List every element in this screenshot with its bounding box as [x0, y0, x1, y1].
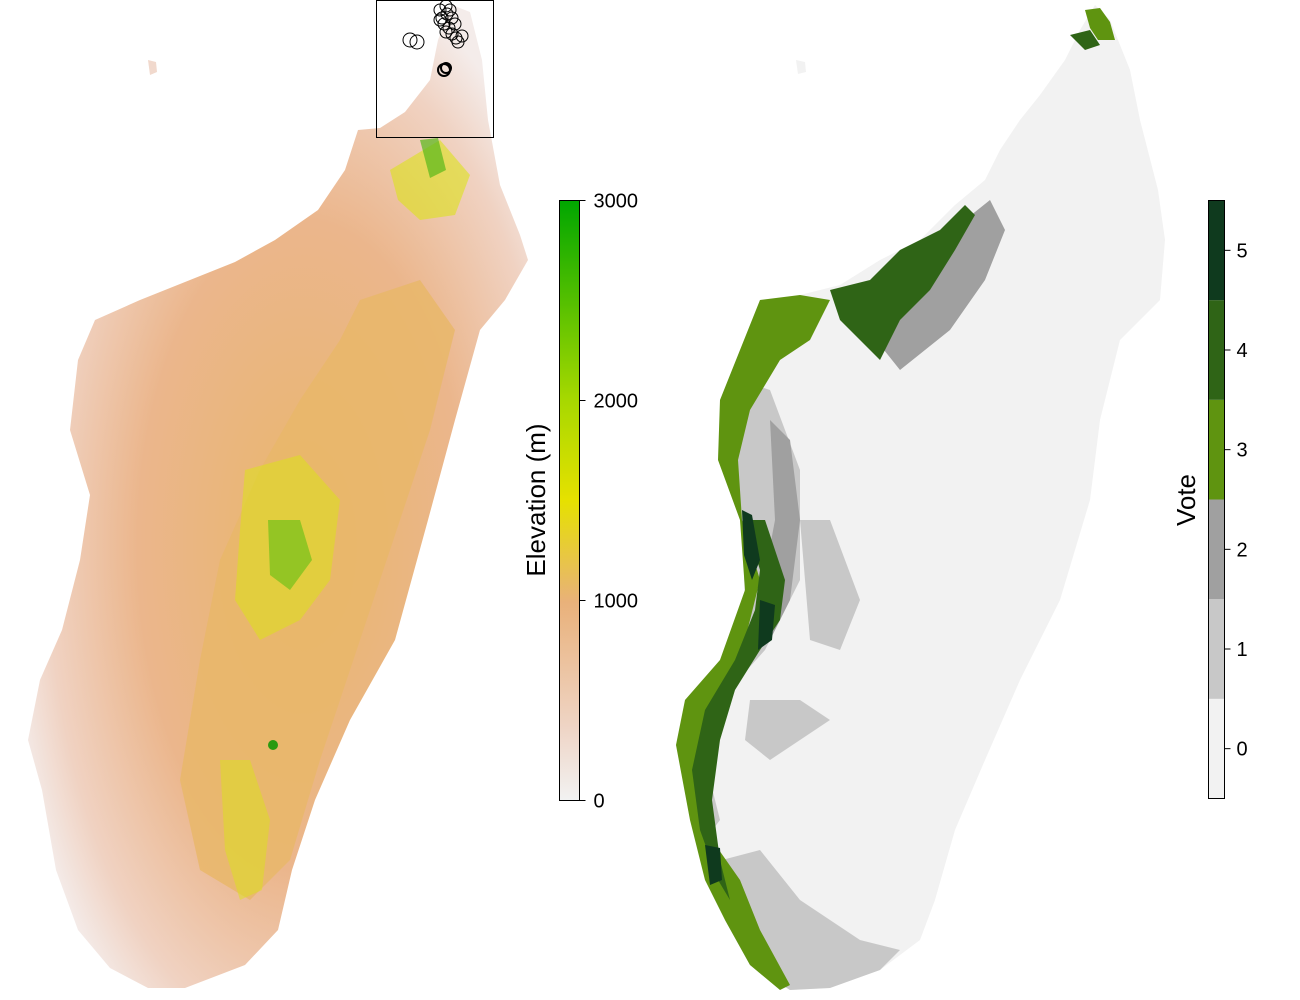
elevation-ticks: 0 1000 2000 3000 [579, 191, 639, 813]
vote-class-swatch [1208, 698, 1225, 799]
elevation-legend-title: Elevation (m) [521, 423, 551, 576]
elevation-colorbar [559, 200, 580, 801]
vote-zone-5 [705, 845, 722, 885]
vote-ticks: 0 1 2 3 4 5 [1224, 240, 1248, 761]
elevation-tick-label: 0 [594, 791, 605, 813]
elevation-legend: 0 1000 2000 3000 Elevation (m) [521, 191, 638, 813]
vote-class-swatch [1208, 399, 1225, 500]
vote-class-swatch [1208, 300, 1225, 400]
vote-legend-title: Vote [1171, 474, 1201, 526]
elevation-map [28, 0, 528, 988]
elevation-tick-label: 3000 [594, 191, 639, 213]
vote-zone-2 [880, 200, 1005, 370]
vote-tick-label: 4 [1237, 340, 1248, 362]
vote-tick-label: 2 [1237, 539, 1248, 561]
vote-zone-5 [742, 510, 760, 580]
madagascar-land-vote [676, 5, 1165, 990]
elevation-tick-label: 2000 [594, 391, 639, 413]
vote-class-swatch [1208, 200, 1225, 301]
vote-tick-label: 5 [1237, 240, 1248, 262]
vote-zone-4 [830, 205, 975, 360]
highland-patches [180, 138, 470, 900]
vote-legend: 0 1 2 3 4 5 Vote [1171, 200, 1248, 799]
nosy-be-island [148, 60, 157, 75]
elevation-tick-label: 1000 [594, 591, 639, 613]
nosy-be-island [796, 60, 806, 74]
vote-colorbar [1208, 200, 1225, 799]
vote-tick-label: 0 [1237, 739, 1248, 761]
vote-tick-label: 1 [1237, 639, 1248, 661]
vote-zone-1 [745, 700, 830, 760]
vote-zone-3 [1085, 8, 1115, 40]
vote-class-swatch [1208, 599, 1225, 699]
vote-map [676, 5, 1165, 990]
vote-colorbar-frame [1208, 200, 1225, 799]
inset-extent-box [376, 0, 494, 138]
vote-zone-4 [1070, 30, 1100, 50]
occurrence-points [402, 0, 469, 77]
vote-zone-5 [758, 600, 775, 650]
vote-tick-label: 3 [1237, 440, 1248, 462]
vote-zone-1 [800, 520, 860, 650]
vote-class-swatch [1208, 499, 1225, 600]
